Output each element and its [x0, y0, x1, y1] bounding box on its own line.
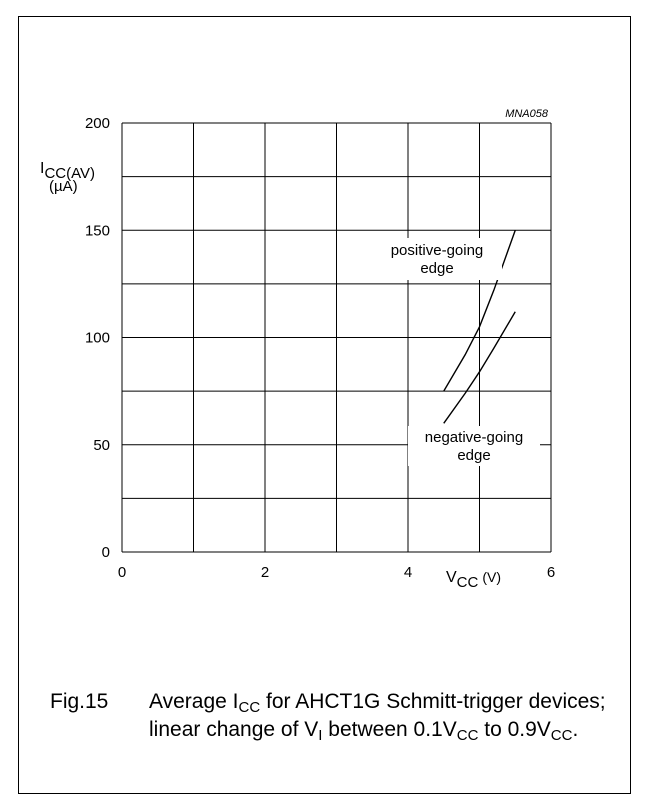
x-axis-unit: (V): [482, 569, 501, 585]
svg-text:positive-going: positive-going: [391, 242, 484, 259]
x-tick-label: 0: [118, 564, 126, 581]
figure-frame: [18, 16, 631, 794]
caption-segment: to 0.9V: [478, 718, 551, 741]
y-axis-label: ICC(AV): [40, 160, 95, 182]
grid: [121, 122, 552, 553]
caption-segment: between 0.1V: [322, 718, 457, 741]
svg-text:negative-going: negative-going: [425, 429, 523, 446]
annotation-positive: positive-going edge: [372, 238, 502, 280]
x-axis-label: VCC (V): [446, 569, 501, 591]
annotation-negative: negative-going edge: [408, 426, 540, 466]
svg-text:edge: edge: [420, 260, 453, 277]
x-tick-label: 6: [547, 564, 555, 581]
y-tick-label: 50: [93, 437, 110, 454]
caption-segment: for AHCT1G Schmitt-trigger devices; line…: [149, 690, 606, 741]
y-axis-unit: (µA): [49, 178, 78, 195]
y-axis-label-main: I: [40, 160, 44, 177]
y-axis-label-sub: CC(AV): [44, 165, 95, 182]
caption-segment: .: [572, 718, 579, 741]
caption-number: Fig.15: [50, 690, 109, 713]
caption: Fig.15 Average ICC for AHCT1G Schmitt-tr…: [50, 688, 610, 744]
caption-subscript: I: [318, 727, 323, 744]
series-line-negative-going: [443, 311, 516, 424]
x-axis-label-sub: CC: [457, 574, 479, 591]
tick-labels: 0 2 4 6 0 50 100 150 200: [85, 115, 555, 581]
caption-subscript: CC: [238, 699, 261, 716]
x-tick-label: 2: [261, 564, 269, 581]
y-tick-label: 150: [85, 222, 110, 239]
x-tick-label: 4: [404, 564, 412, 581]
svg-text:edge: edge: [457, 447, 490, 464]
caption-text: Average ICC for AHCT1G Schmitt-trigger d…: [149, 688, 610, 744]
caption-subscript: CC: [456, 727, 479, 744]
caption-subscript: CC: [550, 727, 573, 744]
caption-segment: Average I: [149, 690, 239, 713]
figure-id: MNA058: [505, 108, 549, 120]
y-tick-label: 0: [102, 544, 110, 561]
y-tick-label: 200: [85, 115, 110, 132]
x-axis-label-main: V: [446, 569, 457, 586]
y-tick-label: 100: [85, 330, 110, 347]
